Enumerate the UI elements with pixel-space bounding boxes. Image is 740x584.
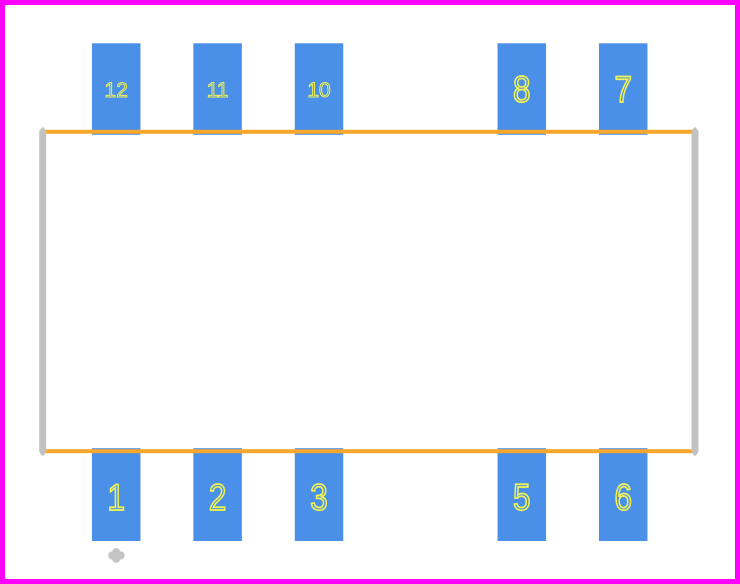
svg-text:6: 6 [614, 477, 631, 518]
svg-text:1: 1 [107, 477, 124, 518]
svg-text:12: 12 [105, 79, 128, 102]
svg-text:10: 10 [307, 79, 330, 102]
svg-text:7: 7 [614, 70, 631, 111]
svg-text:11: 11 [207, 79, 229, 102]
svg-text:5: 5 [513, 477, 530, 518]
svg-text:3: 3 [310, 477, 327, 518]
svg-text:2: 2 [209, 477, 226, 518]
svg-text:8: 8 [513, 70, 530, 111]
